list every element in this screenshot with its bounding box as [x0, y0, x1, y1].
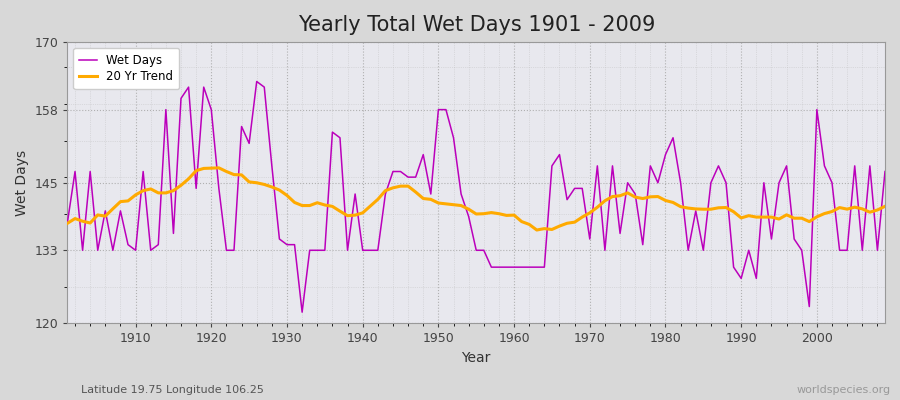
Text: worldspecies.org: worldspecies.org — [796, 385, 891, 395]
Wet Days — [350, 192, 361, 196]
20 Yr Trend — [517, 219, 527, 224]
20 Yr Trend — [62, 221, 73, 226]
X-axis label: Year: Year — [462, 351, 490, 365]
20 Yr Trend — [508, 213, 519, 218]
Wet Days — [304, 248, 315, 253]
20 Yr Trend — [615, 193, 626, 198]
20 Yr Trend — [531, 228, 542, 232]
Line: 20 Yr Trend: 20 Yr Trend — [68, 168, 885, 230]
20 Yr Trend — [342, 213, 353, 218]
Y-axis label: Wet Days: Wet Days — [15, 150, 29, 216]
Wet Days — [615, 231, 626, 236]
20 Yr Trend — [297, 203, 308, 208]
Line: Wet Days: Wet Days — [68, 82, 885, 312]
Wet Days — [62, 220, 73, 224]
Text: Latitude 19.75 Longitude 106.25: Latitude 19.75 Longitude 106.25 — [81, 385, 264, 395]
Wet Days — [879, 169, 890, 174]
20 Yr Trend — [879, 204, 890, 209]
20 Yr Trend — [122, 198, 133, 203]
Title: Yearly Total Wet Days 1901 - 2009: Yearly Total Wet Days 1901 - 2009 — [298, 15, 655, 35]
Wet Days — [297, 310, 308, 314]
Wet Days — [251, 79, 262, 84]
Wet Days — [122, 242, 133, 247]
Legend: Wet Days, 20 Yr Trend: Wet Days, 20 Yr Trend — [74, 48, 179, 89]
Wet Days — [517, 265, 527, 270]
20 Yr Trend — [213, 166, 224, 170]
Wet Days — [524, 265, 535, 270]
